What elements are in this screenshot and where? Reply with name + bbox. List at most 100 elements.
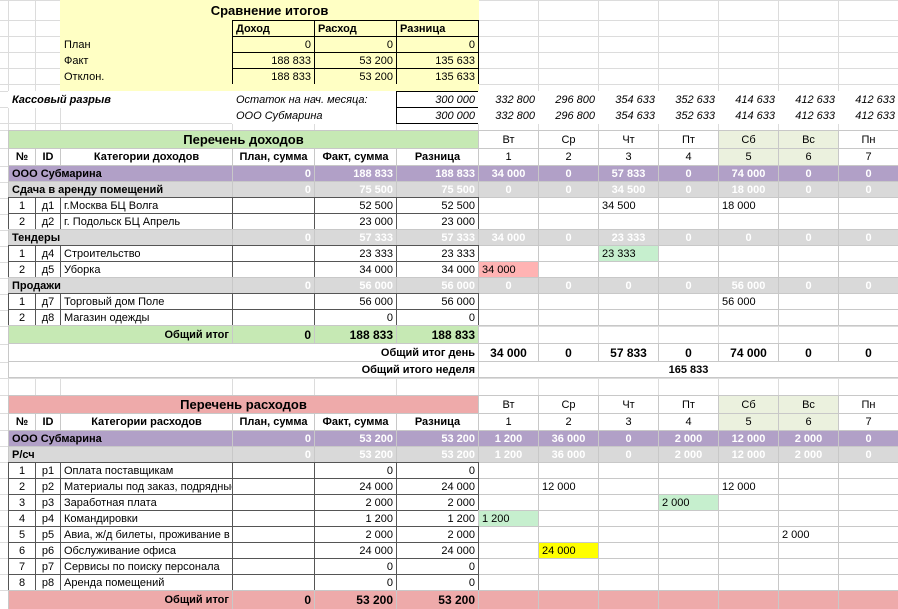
cell bbox=[778, 590, 839, 609]
group-value: 0 bbox=[838, 165, 898, 182]
cell: 5 bbox=[8, 526, 36, 543]
cell: 135 633 bbox=[396, 52, 479, 69]
cell: р1 bbox=[35, 462, 61, 479]
cell: 0 bbox=[232, 590, 315, 609]
cell bbox=[718, 261, 779, 278]
group-value: 56 000 bbox=[396, 277, 479, 294]
cell bbox=[658, 526, 719, 543]
day-number: 4 bbox=[658, 148, 719, 166]
cell: 53 200 bbox=[314, 68, 397, 85]
day-number: 1 bbox=[478, 413, 539, 431]
group-value: 53 200 bbox=[396, 430, 479, 447]
cell: Сервисы по поиску персонала bbox=[60, 558, 233, 575]
cell: 354 633 bbox=[598, 107, 659, 124]
cell bbox=[778, 542, 839, 559]
group-value: 0 bbox=[478, 277, 539, 294]
cell: 2 bbox=[8, 213, 36, 230]
group-value: 0 bbox=[658, 277, 719, 294]
cell: 23 333 bbox=[396, 245, 479, 262]
cell: 188 833 bbox=[314, 325, 397, 344]
column-header: Разница bbox=[396, 413, 479, 431]
cell bbox=[718, 574, 779, 591]
day-number: 4 bbox=[658, 413, 719, 431]
cell: 34 000 bbox=[478, 343, 539, 362]
cell bbox=[538, 590, 599, 609]
cell bbox=[598, 494, 659, 511]
cell: 0 bbox=[314, 574, 397, 591]
day-number: 5 bbox=[718, 413, 779, 431]
day-header: Сб bbox=[718, 130, 779, 149]
group-value: 0 bbox=[778, 165, 839, 182]
cell bbox=[538, 510, 599, 527]
column-header: ID bbox=[35, 148, 61, 166]
cell bbox=[538, 197, 599, 214]
cell: 300 000 bbox=[396, 91, 479, 108]
cell bbox=[658, 558, 719, 575]
group-value: 188 833 bbox=[314, 165, 397, 182]
cell: 412 633 bbox=[778, 107, 839, 124]
cell: 24 000 bbox=[314, 542, 397, 559]
cell bbox=[232, 510, 315, 527]
cell: 2 000 bbox=[658, 494, 719, 511]
cell: 3 bbox=[8, 494, 36, 511]
cell: 332 800 bbox=[478, 107, 539, 124]
cell bbox=[478, 590, 539, 609]
cell: 0 bbox=[232, 36, 315, 53]
cell: 352 633 bbox=[658, 107, 719, 124]
cell: д1 bbox=[35, 197, 61, 214]
cell: 188 833 bbox=[232, 68, 315, 85]
cell: р7 bbox=[35, 558, 61, 575]
group-value: 0 bbox=[232, 165, 315, 182]
cell bbox=[778, 510, 839, 527]
cell: 7 bbox=[8, 558, 36, 575]
cell bbox=[478, 309, 539, 326]
cell: 23 333 bbox=[314, 245, 397, 262]
cell: Командировки bbox=[60, 510, 233, 527]
day-header: Вс bbox=[778, 130, 839, 149]
cell: 23 333 bbox=[598, 245, 659, 262]
day-number: 2 bbox=[538, 413, 599, 431]
cell: 188 833 bbox=[396, 325, 479, 344]
cell bbox=[718, 494, 779, 511]
day-header: Пт bbox=[658, 130, 719, 149]
day-number: 3 bbox=[598, 413, 659, 431]
cell: 53 200 bbox=[314, 590, 397, 609]
group-value: 0 bbox=[778, 277, 839, 294]
cell bbox=[478, 478, 539, 495]
cell: ООО Субмарина bbox=[232, 107, 397, 124]
cell bbox=[778, 494, 839, 511]
cell bbox=[658, 213, 719, 230]
day-header: Вт bbox=[478, 130, 539, 149]
column-header: Доход bbox=[232, 20, 315, 37]
column-header: Разница bbox=[396, 148, 479, 166]
column-header: Факт, сумма bbox=[314, 413, 397, 431]
cell: 24 000 bbox=[314, 478, 397, 495]
column-header: Категории доходов bbox=[60, 148, 233, 166]
group-value: 0 bbox=[658, 165, 719, 182]
cell bbox=[658, 245, 719, 262]
total-label: Общий итог bbox=[8, 590, 233, 609]
column-header: План, сумма bbox=[232, 413, 315, 431]
group-value: 2 000 bbox=[778, 446, 839, 463]
group-value: 56 000 bbox=[718, 277, 779, 294]
cell bbox=[718, 526, 779, 543]
day-header: Ср bbox=[538, 130, 599, 149]
cell: 0 bbox=[396, 36, 479, 53]
summary-title: Сравнение итогов bbox=[60, 0, 479, 21]
cell bbox=[778, 213, 839, 230]
cell bbox=[718, 542, 779, 559]
cell: Обслуживание офиса bbox=[60, 542, 233, 559]
table-title: Перечень расходов bbox=[8, 395, 479, 414]
cell bbox=[538, 261, 599, 278]
group-value: 53 200 bbox=[314, 430, 397, 447]
cell: Авиа, ж/д билеты, проживание в гостинниц… bbox=[60, 526, 233, 543]
cell: 57 833 bbox=[598, 343, 659, 362]
column-header: Расход bbox=[314, 20, 397, 37]
cell bbox=[478, 542, 539, 559]
cell: 12 000 bbox=[538, 478, 599, 495]
cell bbox=[838, 293, 898, 310]
cell: 0 bbox=[232, 325, 315, 344]
group-label: Р/сч bbox=[8, 446, 233, 463]
group-label: ООО Субмарина bbox=[8, 165, 233, 182]
day-header: Вс bbox=[778, 395, 839, 414]
